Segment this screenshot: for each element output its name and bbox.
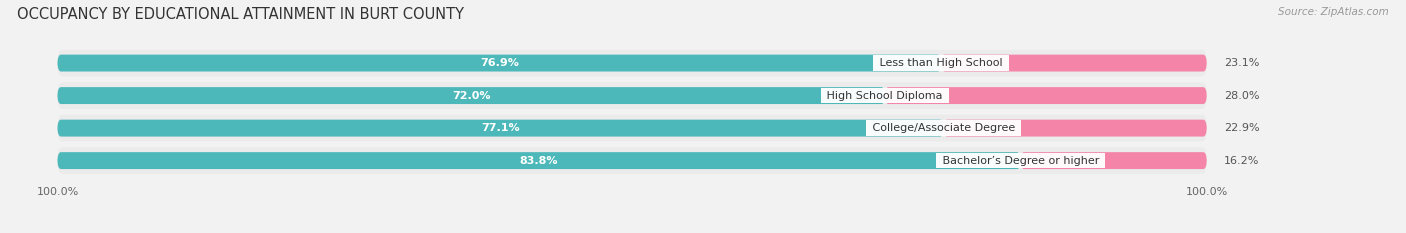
Text: OCCUPANCY BY EDUCATIONAL ATTAINMENT IN BURT COUNTY: OCCUPANCY BY EDUCATIONAL ATTAINMENT IN B… — [17, 7, 464, 22]
Text: Bachelor’s Degree or higher: Bachelor’s Degree or higher — [939, 156, 1102, 166]
FancyBboxPatch shape — [941, 55, 1206, 72]
FancyBboxPatch shape — [58, 147, 1206, 174]
FancyBboxPatch shape — [943, 120, 1206, 137]
FancyBboxPatch shape — [58, 55, 941, 72]
FancyBboxPatch shape — [58, 120, 943, 137]
Text: High School Diploma: High School Diploma — [824, 91, 946, 101]
Text: 72.0%: 72.0% — [451, 91, 491, 101]
Text: 77.1%: 77.1% — [481, 123, 520, 133]
FancyBboxPatch shape — [58, 50, 1206, 76]
Text: 16.2%: 16.2% — [1225, 156, 1260, 166]
Text: Source: ZipAtlas.com: Source: ZipAtlas.com — [1278, 7, 1389, 17]
Text: 28.0%: 28.0% — [1225, 91, 1260, 101]
Text: 76.9%: 76.9% — [479, 58, 519, 68]
FancyBboxPatch shape — [58, 87, 884, 104]
FancyBboxPatch shape — [58, 152, 1021, 169]
FancyBboxPatch shape — [58, 82, 1206, 109]
FancyBboxPatch shape — [884, 87, 1206, 104]
Text: 83.8%: 83.8% — [520, 156, 558, 166]
Legend: Owner-occupied, Renter-occupied: Owner-occupied, Renter-occupied — [541, 230, 780, 233]
FancyBboxPatch shape — [1021, 152, 1206, 169]
Text: Less than High School: Less than High School — [876, 58, 1007, 68]
Text: College/Associate Degree: College/Associate Degree — [869, 123, 1018, 133]
Text: 22.9%: 22.9% — [1225, 123, 1260, 133]
FancyBboxPatch shape — [58, 115, 1206, 141]
Text: 23.1%: 23.1% — [1225, 58, 1260, 68]
